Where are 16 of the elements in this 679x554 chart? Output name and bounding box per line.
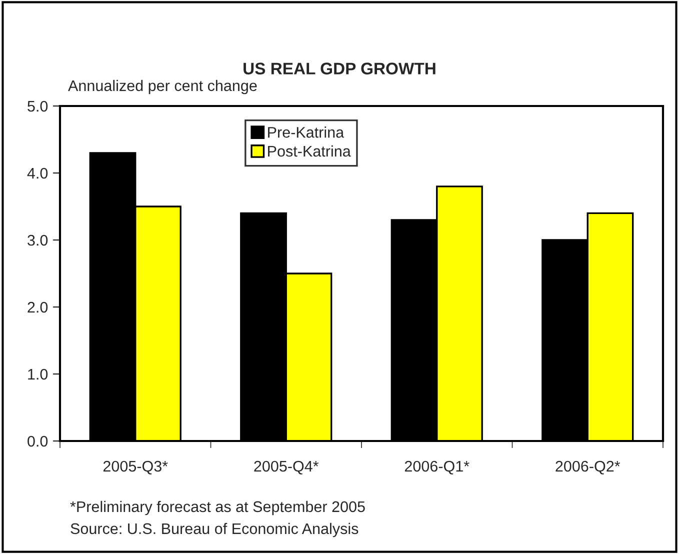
x-tick-label: 2006-Q2*	[556, 460, 620, 474]
y-axis-title: Annualized per cent change	[68, 80, 257, 94]
text: *Preliminary forecast as at September 2005	[70, 500, 365, 516]
y-tick-label: 2.0	[28, 302, 48, 313]
y-tick-label: 5.0	[28, 100, 48, 112]
x-tick-label: 2005-Q3*	[103, 460, 168, 474]
y-tick-label: 0.0	[28, 436, 48, 447]
chart-title: US REAL GDP GROWTH	[244, 62, 436, 74]
y-tick-label: 4.0	[27, 168, 48, 179]
source-note: Source: U.S. Bureau of Economic Analysis	[70, 522, 358, 538]
y-tick-label: 3.0	[28, 234, 48, 246]
x-tick-label: 2006-Q1*	[404, 460, 470, 474]
y-tick-label: 1.0	[28, 368, 48, 380]
legend-label: Pre-Katrina	[268, 126, 344, 138]
x-tick-label: 2005-Q4*	[254, 460, 319, 474]
legend-label: Post-Katrina	[268, 145, 351, 157]
